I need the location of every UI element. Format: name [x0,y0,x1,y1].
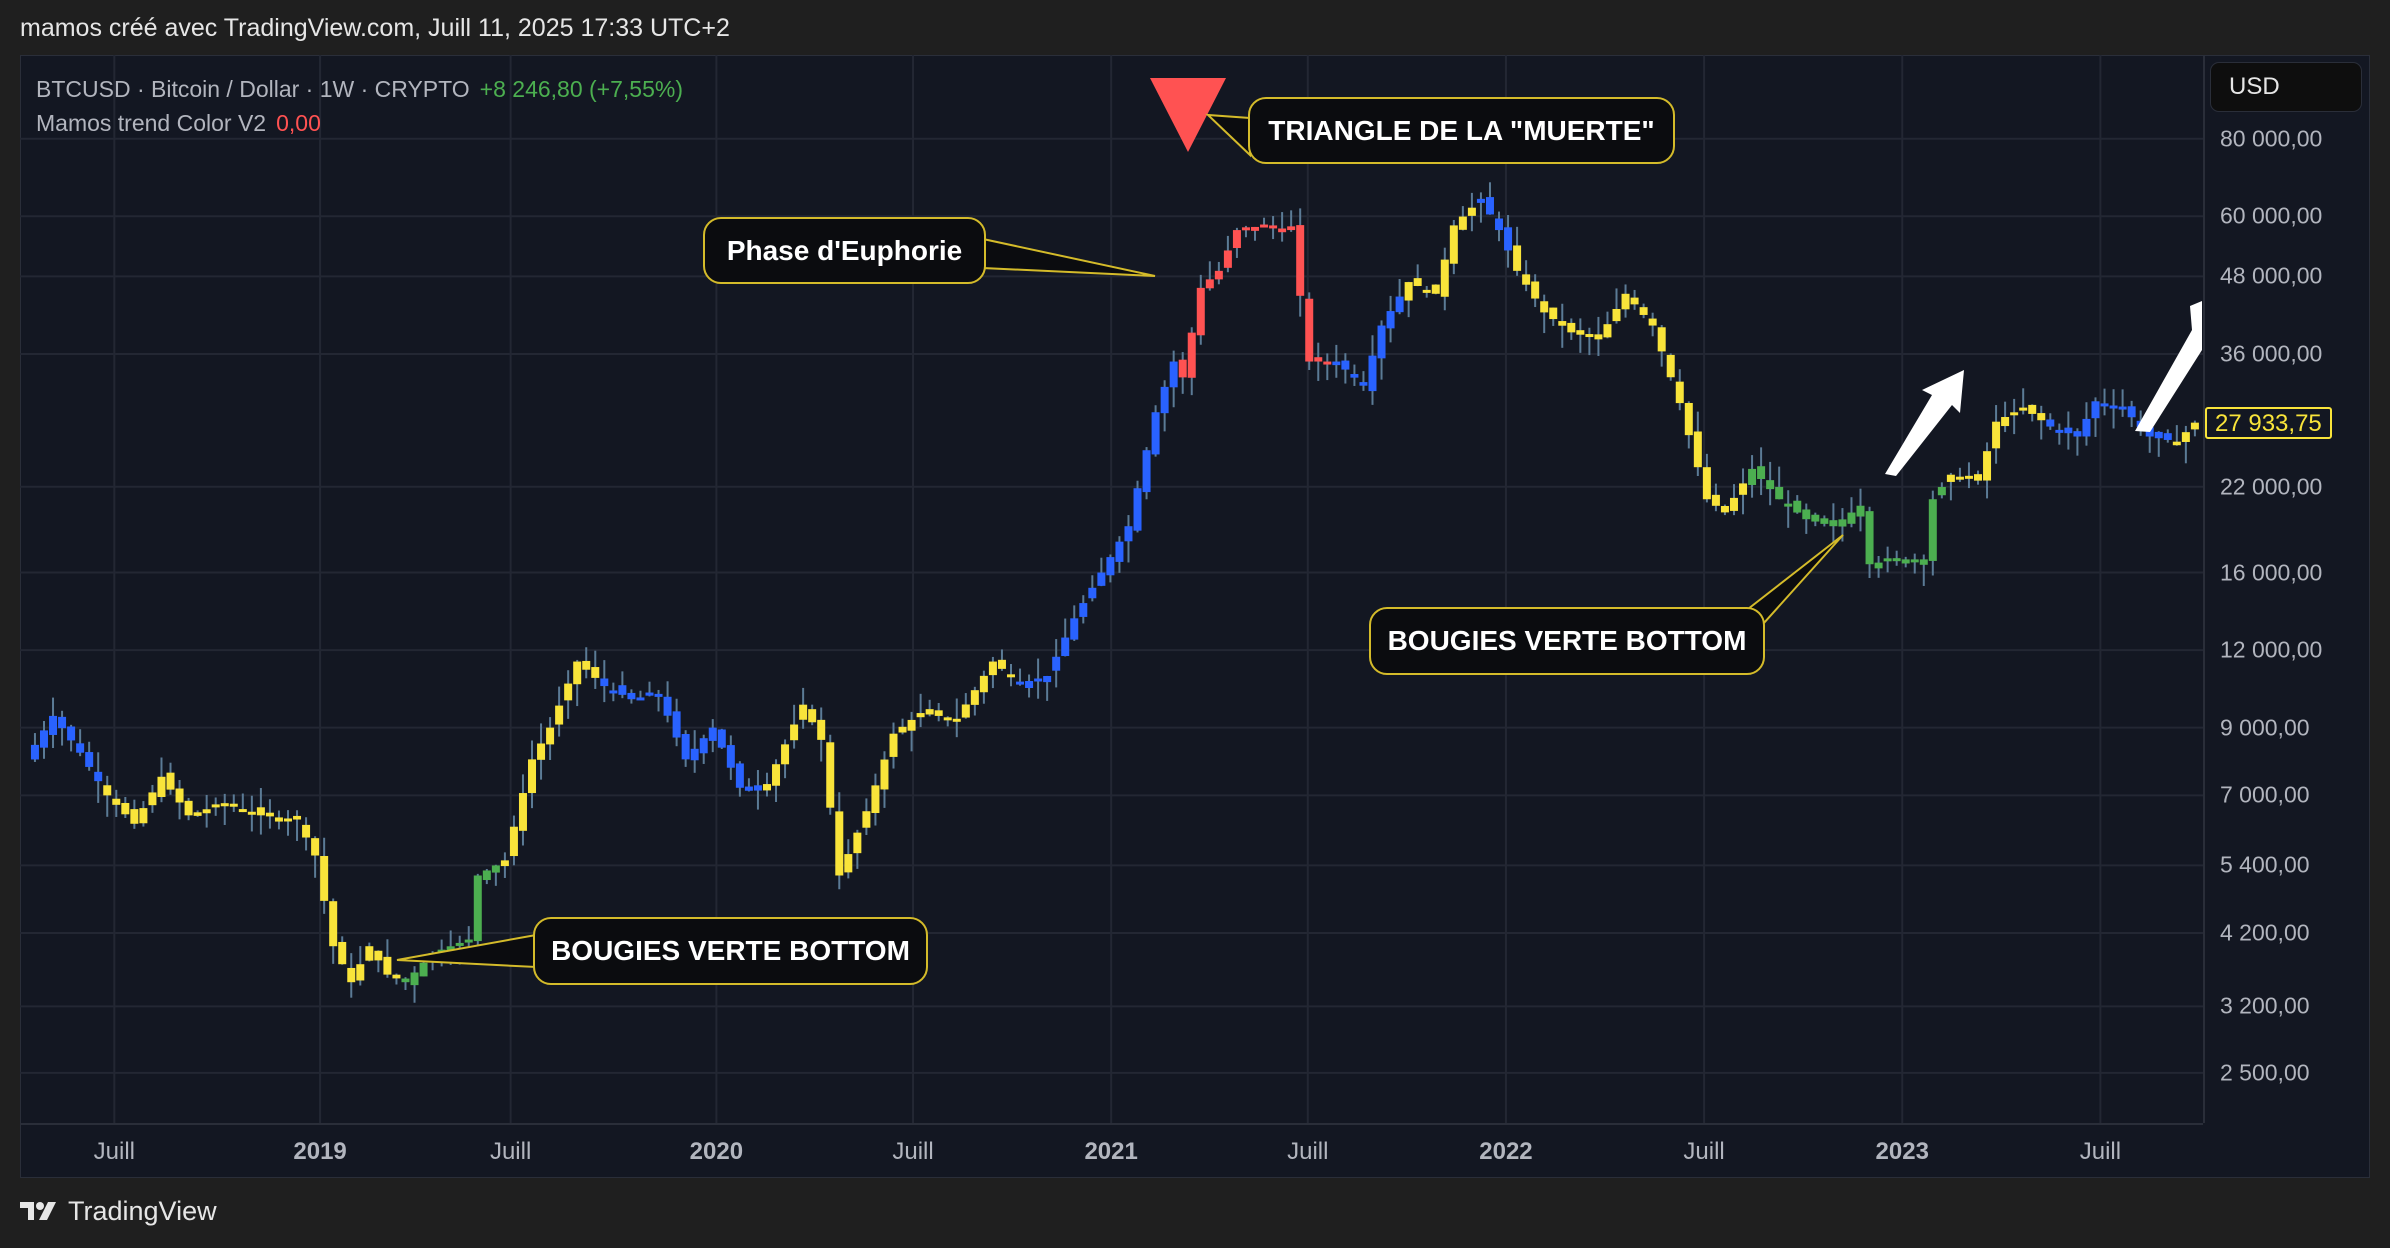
price-tick: 9 000,00 [2220,714,2310,741]
chart-legend: BTCUSD · Bitcoin / Dollar · 1W · CRYPTO +… [36,72,683,140]
candlestick-chart [20,55,2203,1123]
price-tick: 60 000,00 [2220,202,2323,229]
indicator-value: 0,00 [276,110,321,136]
price-tick: 12 000,00 [2220,636,2323,663]
callout-bottom-2022-text: BOUGIES VERTE BOTTOM [1387,625,1747,656]
price-tick: 48 000,00 [2220,262,2323,289]
time-tick: 2021 [1084,1138,1138,1165]
time-tick: Juill [1683,1138,1725,1165]
time-tick: 2022 [1479,1138,1533,1165]
callout-euphoria[interactable]: Phase d'Euphorie [703,217,986,284]
callout-bottom-2019[interactable]: BOUGIES VERTE BOTTOM [533,917,928,985]
callout-triangle-text: TRIANGLE DE LA "MUERTE" [1268,114,1655,146]
price-tick: 3 200,00 [2220,992,2310,1019]
time-tick: Juill [1287,1138,1329,1165]
price-tick: 2 500,00 [2220,1059,2310,1086]
last-price-label: 27 933,75 [2205,407,2332,439]
callout-bottom-2019-text: BOUGIES VERTE BOTTOM [551,935,910,966]
time-tick: 2020 [689,1138,744,1165]
currency-button[interactable]: USD [2210,62,2362,112]
time-tick: Juill [489,1138,532,1165]
brand-name: TradingView [68,1196,217,1226]
time-axis[interactable] [20,1123,2203,1177]
price-tick: 7 000,00 [2220,781,2310,808]
time-tick: Juill [2079,1138,2122,1165]
chart-plot-area[interactable] [20,55,2203,1123]
attribution-text: mamos créé avec TradingView.com, Juill 1… [20,14,730,42]
time-tick: 2019 [293,1138,347,1165]
price-tick: 4 200,00 [2220,919,2310,946]
time-tick: Juill [93,1138,135,1165]
price-change: +8 246,80 (+7,55%) [479,76,683,102]
tradingview-logo[interactable]: TradingView [20,1196,217,1227]
chart-frame [20,55,2370,1178]
price-tick: 22 000,00 [2220,473,2323,500]
indicator-name[interactable]: Mamos trend Color V2 [36,110,267,136]
price-tick: 16 000,00 [2220,559,2323,586]
price-tick: 80 000,00 [2220,125,2323,152]
price-tick: 36 000,00 [2220,340,2323,367]
time-tick: 2023 [1875,1138,1929,1165]
callout-bottom-2022[interactable]: BOUGIES VERTE BOTTOM [1369,607,1765,675]
callout-euphoria-text: Phase d'Euphorie [726,234,963,266]
callout-triangle[interactable]: TRIANGLE DE LA "MUERTE" [1248,97,1675,164]
price-axis[interactable] [2203,55,2370,1123]
symbol-info[interactable]: BTCUSD · Bitcoin / Dollar · 1W · CRYPTO [36,76,470,102]
time-tick: Juill [892,1138,934,1165]
tradingview-logo-icon [20,1201,56,1220]
price-tick: 5 400,00 [2220,851,2310,878]
